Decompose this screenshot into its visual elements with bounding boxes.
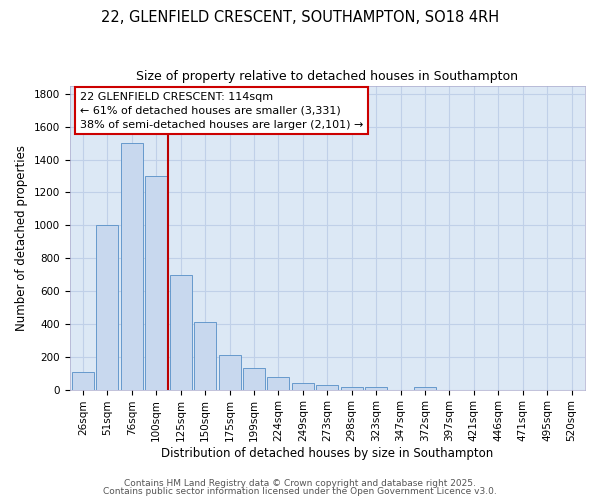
- Bar: [72, 372, 94, 390]
- Bar: [341, 387, 362, 390]
- Title: Size of property relative to detached houses in Southampton: Size of property relative to detached ho…: [136, 70, 518, 83]
- Bar: [218, 355, 241, 390]
- X-axis label: Distribution of detached houses by size in Southampton: Distribution of detached houses by size …: [161, 447, 493, 460]
- Bar: [97, 226, 118, 390]
- Bar: [170, 274, 191, 390]
- Text: Contains public sector information licensed under the Open Government Licence v3: Contains public sector information licen…: [103, 487, 497, 496]
- Bar: [292, 383, 314, 390]
- Bar: [316, 384, 338, 390]
- Bar: [268, 378, 289, 390]
- Text: Contains HM Land Registry data © Crown copyright and database right 2025.: Contains HM Land Registry data © Crown c…: [124, 478, 476, 488]
- Bar: [194, 322, 216, 390]
- Text: 22, GLENFIELD CRESCENT, SOUTHAMPTON, SO18 4RH: 22, GLENFIELD CRESCENT, SOUTHAMPTON, SO1…: [101, 10, 499, 25]
- Text: 22 GLENFIELD CRESCENT: 114sqm
← 61% of detached houses are smaller (3,331)
38% o: 22 GLENFIELD CRESCENT: 114sqm ← 61% of d…: [80, 92, 363, 130]
- Bar: [365, 387, 387, 390]
- Bar: [414, 387, 436, 390]
- Bar: [243, 368, 265, 390]
- Bar: [145, 176, 167, 390]
- Bar: [121, 143, 143, 390]
- Y-axis label: Number of detached properties: Number of detached properties: [15, 144, 28, 330]
